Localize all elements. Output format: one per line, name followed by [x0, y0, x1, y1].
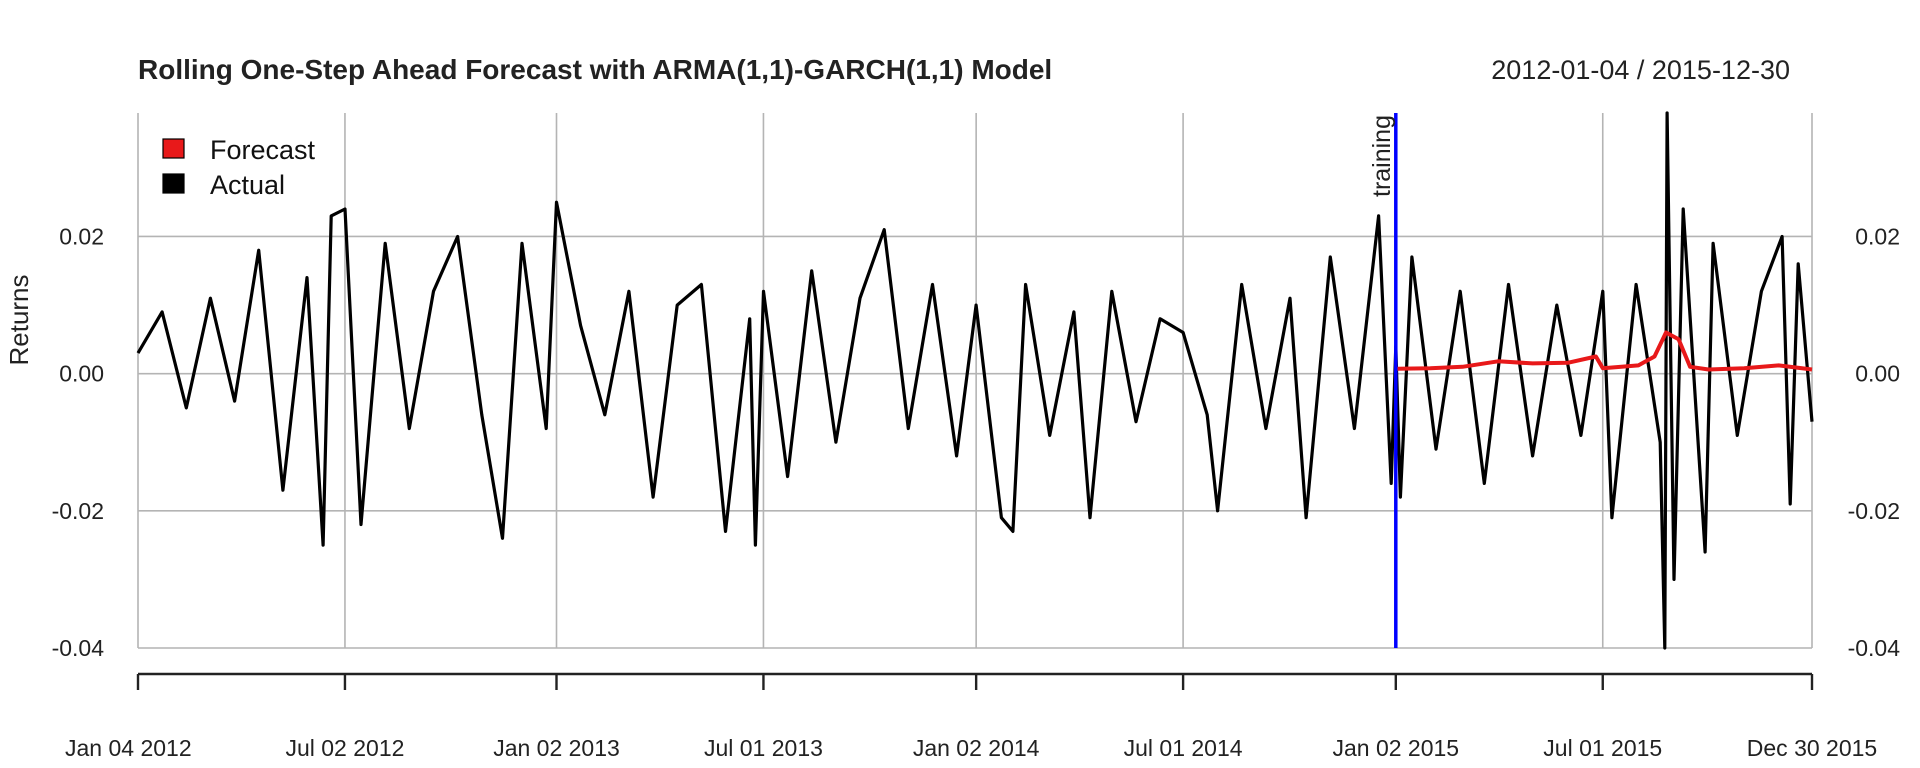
- y-tick-label-right: -0.02: [1848, 498, 1900, 524]
- legend-label-actual: Actual: [210, 170, 285, 200]
- y-tick-label-left: -0.02: [52, 498, 104, 524]
- y-tick-label-right: -0.04: [1848, 635, 1901, 661]
- x-tick-label: Jan 02 2013: [493, 735, 620, 761]
- y-tick-label-right: 0.00: [1855, 361, 1900, 387]
- x-tick-label: Dec 30 2015: [1747, 735, 1877, 761]
- training-label: training: [1368, 115, 1396, 197]
- legend-label-forecast: Forecast: [210, 135, 316, 165]
- legend-swatch-actual: [162, 173, 185, 194]
- y-tick-label-left: -0.04: [52, 635, 105, 661]
- y-axis-label: Returns: [4, 274, 34, 365]
- x-tick-label: Jul 01 2013: [704, 735, 823, 761]
- x-tick-label: Jan 04 2012: [65, 735, 192, 761]
- grid: [137, 113, 1813, 649]
- legend-swatch-forecast: [162, 138, 185, 159]
- y-tick-label-left: 0.00: [59, 361, 104, 387]
- x-tick-label: Jul 02 2012: [285, 735, 404, 761]
- y-tick-label-right: 0.02: [1855, 223, 1900, 249]
- x-tick-label: Jan 02 2015: [1332, 735, 1459, 761]
- training-annotation: training: [1368, 113, 1398, 648]
- date-range-label: 2012-01-04 / 2015-12-30: [1491, 55, 1790, 85]
- series-line-actual: [136, 111, 1814, 650]
- legend: Forecast Actual: [162, 135, 316, 200]
- chart-title: Rolling One-Step Ahead Forecast with ARM…: [138, 54, 1052, 85]
- x-tick-label: Jan 02 2014: [913, 735, 1040, 761]
- y-tick-label-left: 0.02: [59, 223, 104, 249]
- axes: Jan 04 2012 Jul 02 2012 Jan 02 2013 Jul 01 …: [52, 223, 1901, 761]
- x-tick-label: Jul 01 2014: [1124, 735, 1243, 761]
- x-tick-label: Jul 01 2015: [1543, 735, 1662, 761]
- series-lines: [136, 111, 1814, 650]
